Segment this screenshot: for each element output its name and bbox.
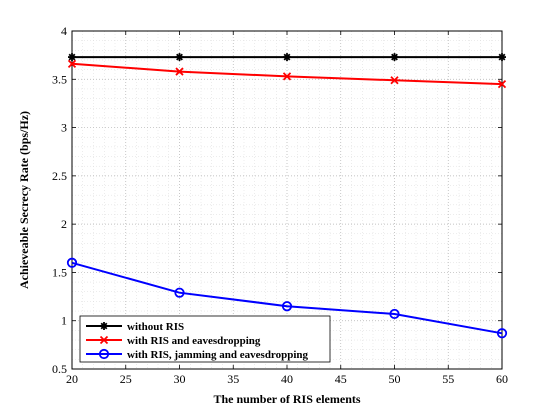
legend-label: without RIS bbox=[127, 321, 184, 333]
legend-label: with RIS and eavesdropping bbox=[127, 335, 261, 347]
data-point bbox=[498, 53, 506, 62]
y-tick-label: 1.5 bbox=[52, 265, 67, 279]
y-tick-label: 4 bbox=[61, 24, 67, 38]
x-tick-label: 55 bbox=[442, 372, 454, 386]
x-tick-label: 60 bbox=[496, 372, 508, 386]
data-point bbox=[175, 67, 184, 76]
x-tick-label: 20 bbox=[66, 372, 78, 386]
data-point bbox=[283, 53, 291, 62]
data-point bbox=[281, 301, 293, 312]
data-point bbox=[68, 53, 76, 62]
data-point bbox=[496, 328, 508, 339]
y-tick-label: 3 bbox=[61, 121, 67, 135]
series-lines bbox=[66, 53, 508, 339]
x-tick-label: 35 bbox=[227, 372, 239, 386]
data-point bbox=[174, 287, 185, 298]
x-tick-label: 50 bbox=[389, 372, 401, 386]
axis-ticks: 20 25 30 35 40 45 50 55 60 0.5 1 1.5 2 2.5 3 3.5 4 bbox=[52, 24, 508, 386]
y-tick-label: 2.5 bbox=[52, 169, 67, 183]
legend-marker bbox=[98, 348, 110, 360]
y-tick-label: 1 bbox=[61, 314, 67, 328]
y-axis-title: Achieveable Secrecy Rate (bps/Hz) bbox=[17, 111, 31, 289]
y-tick-label: 3.5 bbox=[52, 72, 67, 86]
legend-label: with RIS, jamming and eavesdropping bbox=[127, 349, 309, 361]
data-point bbox=[390, 53, 399, 62]
x-tick-label: 30 bbox=[174, 372, 186, 386]
data-point bbox=[66, 257, 78, 268]
legend: without RIS with RIS and eavesdropping wit… bbox=[79, 315, 331, 363]
data-point bbox=[389, 308, 400, 320]
y-tick-label: 0.5 bbox=[52, 362, 67, 376]
data-point bbox=[390, 76, 399, 85]
x-tick-label: 25 bbox=[120, 372, 132, 386]
x-axis-title: The number of RIS elements bbox=[213, 392, 360, 406]
series-line-3 bbox=[71, 261, 503, 335]
y-tick-label: 2 bbox=[61, 217, 67, 231]
data-point bbox=[175, 53, 184, 62]
data-point bbox=[67, 59, 77, 68]
x-tick-label: 40 bbox=[281, 372, 293, 386]
data-point bbox=[282, 72, 292, 81]
legend-marker bbox=[99, 335, 109, 345]
x-tick-label: 45 bbox=[335, 372, 347, 386]
legend-marker bbox=[100, 322, 108, 330]
data-point bbox=[497, 79, 507, 89]
